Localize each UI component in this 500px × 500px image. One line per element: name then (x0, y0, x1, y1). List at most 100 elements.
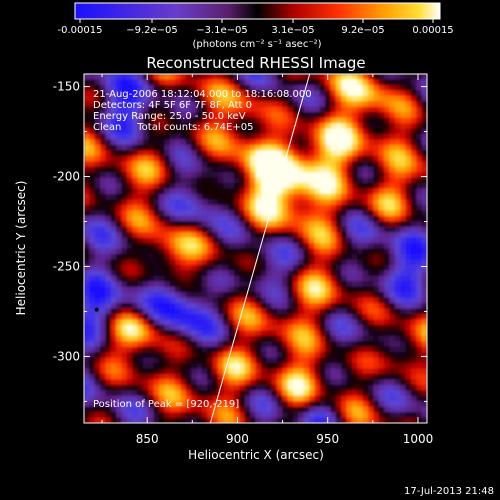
heatmap-cell (373, 161, 380, 168)
heatmap-cell (153, 401, 160, 408)
heatmap-cell (389, 106, 396, 113)
heatmap-cell (271, 264, 278, 271)
heatmap-cell (293, 150, 299, 157)
heatmap-cell (287, 101, 294, 108)
heatmap-cell (121, 308, 128, 315)
heatmap-cell (110, 172, 117, 179)
heatmap-cell (169, 303, 176, 310)
heatmap-cell (341, 177, 348, 184)
heatmap-cell (309, 133, 316, 141)
heatmap-cell (234, 308, 241, 315)
heatmap-cell (212, 199, 219, 206)
heatmap-cell (126, 139, 133, 146)
heatmap-cell (314, 177, 321, 184)
heatmap-cell (212, 237, 219, 244)
heatmap-cell (164, 193, 171, 201)
heatmap-cell (384, 237, 391, 244)
heatmap-cell (282, 324, 289, 331)
heatmap-cell (271, 183, 278, 190)
heatmap-cell (368, 308, 375, 315)
heatmap-cell (84, 226, 90, 233)
heatmap-cell (293, 139, 299, 146)
heatmap-cell (287, 270, 294, 277)
heatmap-cell (116, 341, 123, 348)
heatmap-cell (84, 373, 90, 380)
heatmap-cell (110, 292, 117, 299)
heatmap-cell (191, 106, 198, 113)
heatmap-cell (180, 161, 187, 168)
heatmap-cell (185, 330, 192, 337)
heatmap-cell (105, 101, 112, 108)
heatmap-cell (368, 128, 375, 135)
heatmap-cell (191, 373, 198, 380)
heatmap-cell (368, 188, 375, 195)
heatmap-cell (394, 172, 401, 179)
heatmap-cell (346, 286, 353, 293)
heatmap-cell (201, 292, 208, 299)
heatmap-cell (153, 84, 160, 91)
heatmap-cell (153, 232, 160, 239)
heatmap-cell (180, 357, 187, 364)
heatmap-cell (400, 161, 407, 168)
heatmap-cell (351, 215, 358, 222)
heatmap-cell (164, 128, 171, 135)
heatmap-cell (378, 384, 385, 391)
heatmap-cell (271, 123, 278, 130)
heatmap-cell (169, 193, 176, 201)
heatmap-cell (293, 172, 299, 179)
heatmap-cell (282, 139, 289, 146)
heatmap-cell (384, 188, 391, 195)
heatmap-cell (255, 144, 262, 151)
heatmap-cell (351, 84, 358, 91)
heatmap-cell (319, 395, 326, 402)
heatmap-cell (89, 390, 96, 397)
heatmap-cell (244, 330, 251, 337)
heatmap-cell (142, 183, 149, 190)
heatmap-cell (217, 379, 224, 386)
heatmap-cell (137, 215, 144, 222)
heatmap-cell (330, 112, 337, 119)
heatmap-cell (116, 319, 123, 326)
heatmap-cell (223, 297, 230, 304)
heatmap-cell (180, 308, 187, 315)
heatmap-cell (421, 177, 427, 184)
heatmap-cell (153, 324, 160, 331)
heatmap-cell (94, 150, 101, 157)
heatmap-cell (223, 324, 230, 331)
heatmap-cell (84, 101, 90, 108)
heatmap-cell (164, 264, 171, 271)
heatmap-cell (89, 401, 96, 408)
heatmap-cell (142, 319, 149, 326)
heatmap-cell (228, 237, 235, 244)
heatmap-cell (416, 139, 423, 146)
heatmap-cell (255, 210, 262, 217)
heatmap-cell (362, 330, 369, 337)
heatmap-cell (341, 117, 348, 124)
heatmap-cell (207, 188, 214, 195)
heatmap-cell (180, 319, 187, 326)
heatmap-cell (378, 74, 385, 81)
heatmap-cell (293, 270, 299, 277)
heatmap-cell (196, 406, 203, 413)
heatmap-cell (239, 193, 246, 201)
heatmap-cell (394, 368, 401, 375)
heatmap-cell (357, 128, 364, 135)
heatmap-cell (142, 193, 149, 201)
heatmap-cell (416, 166, 423, 173)
heatmap-cell (400, 373, 407, 380)
heatmap-cell (212, 243, 219, 250)
heatmap-cell (255, 335, 262, 342)
x-tick-label: 1000 (403, 432, 434, 446)
heatmap-cell (94, 297, 101, 304)
heatmap-cell (293, 384, 299, 391)
heatmap-cell (89, 193, 96, 201)
heatmap-cell (325, 139, 332, 146)
heatmap-cell (126, 303, 133, 310)
heatmap-cell (153, 79, 160, 86)
heatmap-cell (153, 128, 160, 135)
heatmap-cell (421, 117, 427, 124)
heatmap-cell (132, 292, 139, 299)
heatmap-cell (384, 395, 391, 402)
heatmap-cell (185, 363, 192, 370)
heatmap-cell (100, 177, 107, 184)
